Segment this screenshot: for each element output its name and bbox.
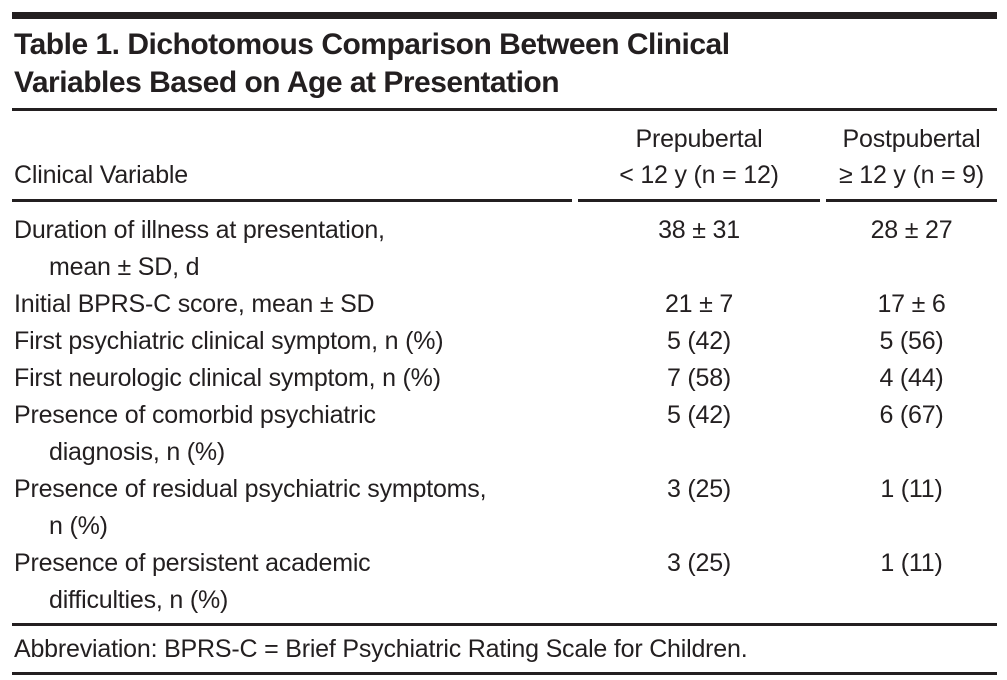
postpubertal-value: 1 (11) [880, 549, 943, 577]
column-header-postpubertal: Postpubertal ≥ 12 y (n = 9) [826, 111, 997, 202]
header-row: Clinical Variable Prepubertal < 12 y (n … [12, 111, 997, 202]
row-label: First psychiatric clinical symptom, n (%… [14, 327, 444, 355]
postpubertal-value: 17 ± 6 [877, 290, 946, 318]
abbreviation-footnote: Abbreviation: BPRS-C = Brief Psychiatric… [14, 635, 748, 663]
table-1-figure: Table 1. Dichotomous Comparison Between … [12, 12, 997, 675]
table-row: First neurologic clinical symptom, n (%)… [12, 360, 997, 397]
prepubertal-value: 7 (58) [666, 364, 732, 392]
prepubertal-value: 21 ± 7 [664, 290, 734, 318]
postpubertal-value: 1 (11) [880, 475, 943, 503]
table-row: Presence of persistent academic difficul… [12, 545, 997, 619]
footnote-top-rule [12, 623, 997, 626]
table-row: Duration of illness at presentation, mea… [12, 202, 997, 286]
postpubertal-value: 4 (44) [879, 364, 944, 392]
table-row: First psychiatric clinical symptom, n (%… [12, 323, 997, 360]
table-row: Presence of comorbid psychiatric diagnos… [12, 397, 997, 471]
row-label: Presence of comorbid psychiatric diagnos… [14, 401, 376, 466]
row-label: Duration of illness at presentation, mea… [14, 216, 385, 281]
column-header-clinical-variable: Clinical Variable [12, 111, 572, 202]
row-label: Initial BPRS-C score, mean ± SD [14, 290, 375, 318]
postpubertal-value: 6 (67) [879, 401, 944, 429]
prepubertal-value: 5 (42) [666, 327, 732, 355]
title-divider-rule [12, 108, 997, 111]
prepubertal-value: 3 (25) [666, 549, 732, 577]
prepubertal-value: 38 ± 31 [658, 216, 740, 244]
table-title: Table 1. Dichotomous Comparison Between … [14, 28, 730, 99]
postpubertal-value: 5 (56) [879, 327, 944, 355]
row-label: Presence of persistent academic difficul… [14, 549, 371, 614]
row-label: Presence of residual psychiatric symptom… [14, 475, 487, 540]
table-row: Initial BPRS-C score, mean ± SD 21 ± 7 1… [12, 286, 997, 323]
postpubertal-value: 28 ± 27 [870, 216, 953, 244]
table-row: Presence of residual psychiatric symptom… [12, 471, 997, 545]
table-bottom-rule [12, 672, 997, 675]
column-header-prepubertal: Prepubertal < 12 y (n = 12) [578, 111, 820, 202]
table-top-rule [12, 12, 997, 19]
prepubertal-value: 5 (42) [666, 401, 732, 429]
prepubertal-value: 3 (25) [666, 475, 732, 503]
clinical-variables-table: Clinical Variable Prepubertal < 12 y (n … [12, 111, 997, 619]
row-label: First neurologic clinical symptom, n (%) [14, 364, 441, 392]
